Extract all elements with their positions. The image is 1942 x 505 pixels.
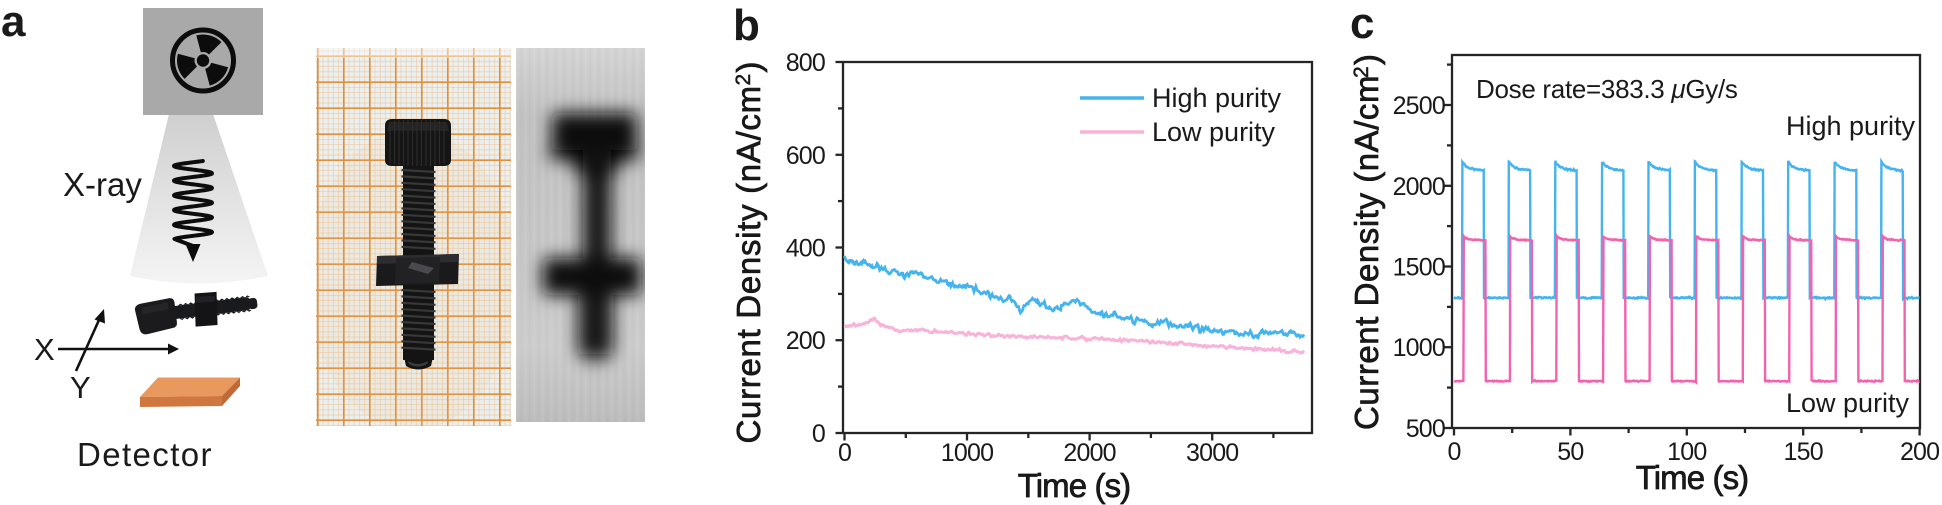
svg-text:Current Density (nA/cm: Current Density (nA/cm [1348, 75, 1385, 430]
svg-text:0: 0 [838, 439, 851, 467]
svg-text:): ) [1348, 54, 1385, 65]
svg-text:800: 800 [786, 49, 825, 77]
svg-text:500: 500 [1406, 415, 1445, 443]
svg-text:1000: 1000 [941, 439, 993, 467]
svg-text:X-ray: X-ray [63, 166, 142, 203]
svg-text:High purity: High purity [1786, 111, 1916, 141]
svg-text:2: 2 [1350, 66, 1373, 78]
svg-text:2000: 2000 [1063, 439, 1115, 467]
svg-text:Time (s): Time (s) [1636, 459, 1749, 496]
svg-text:50: 50 [1557, 438, 1583, 466]
svg-text:Current Density (nA/cm: Current Density (nA/cm [730, 85, 767, 443]
svg-text:2000: 2000 [1393, 173, 1445, 201]
svg-text:Time (s): Time (s) [1018, 467, 1131, 504]
svg-text:100: 100 [1667, 438, 1706, 466]
svg-text:2500: 2500 [1393, 92, 1445, 120]
svg-text:b: b [733, 1, 760, 50]
svg-text:Y: Y [70, 370, 91, 405]
svg-text:600: 600 [786, 142, 825, 170]
svg-text:Detector: Detector [77, 436, 213, 473]
svg-text:2: 2 [732, 74, 755, 86]
svg-text:1000: 1000 [1393, 334, 1445, 362]
svg-text:Dose rate=383.3 μGy/s: Dose rate=383.3 μGy/s [1476, 74, 1738, 104]
svg-text:Low purity: Low purity [1786, 388, 1910, 418]
svg-text:High purity: High purity [1152, 83, 1282, 113]
svg-text:c: c [1350, 0, 1374, 48]
svg-text:1500: 1500 [1393, 254, 1445, 282]
svg-text:X: X [34, 332, 55, 367]
svg-text:a: a [1, 0, 26, 46]
svg-text:200: 200 [786, 327, 825, 355]
svg-text:0: 0 [1447, 438, 1460, 466]
svg-text:150: 150 [1784, 438, 1823, 466]
svg-text:0: 0 [812, 420, 825, 448]
svg-text:Low purity: Low purity [1152, 117, 1276, 147]
svg-text:3000: 3000 [1186, 439, 1238, 467]
svg-text:400: 400 [786, 235, 825, 263]
svg-text:): ) [730, 62, 767, 73]
svg-text:200: 200 [1900, 438, 1939, 466]
